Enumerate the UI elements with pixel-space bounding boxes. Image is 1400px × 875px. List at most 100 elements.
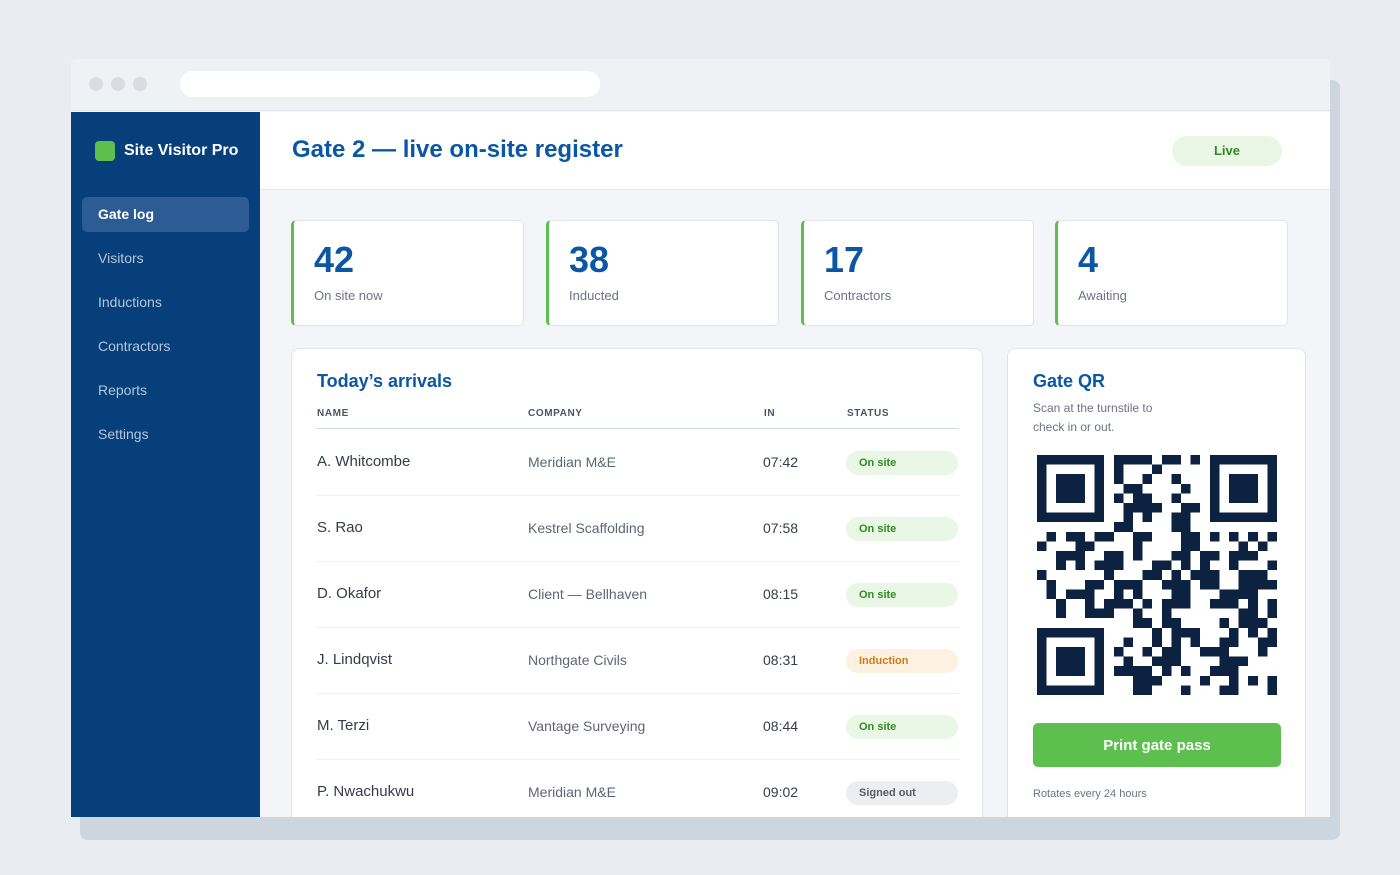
qr-module [1113,474,1124,484]
qr-module [1085,608,1095,619]
qr-module [1181,522,1191,532]
sidebar-item-visitors[interactable]: Visitors [98,250,144,266]
qr-module [1113,522,1124,532]
qr-module [1037,455,1047,465]
qr-module [1065,483,1076,494]
sidebar-item-inductions[interactable]: Inductions [98,294,162,310]
qr-module [1104,551,1114,561]
qr-module [1267,579,1277,590]
qr-module [1209,483,1220,494]
table-row[interactable]: M. Terzi Vantage Surveying 08:44 On site [316,694,959,760]
qr-module [1142,570,1153,580]
qr-module [1267,675,1277,686]
qr-module [1094,455,1105,465]
brand[interactable]: Site Visitor Pro [95,141,238,161]
column-header-status[interactable]: STATUS [847,408,890,419]
qr-module [1056,483,1066,494]
qr-module [1075,531,1085,542]
qr-module [1123,579,1133,590]
qr-module [1248,675,1258,686]
address-bar[interactable] [180,71,600,97]
qr-module [1123,522,1133,532]
qr-module [1219,685,1229,695]
qr-module [1219,637,1229,647]
table-row[interactable]: J. Lindqvist Northgate Civils 08:31 Indu… [316,628,959,694]
qr-module [1046,512,1057,523]
column-header-in[interactable]: IN [764,408,776,419]
check-in-time: 08:44 [763,718,799,734]
qr-module [1181,483,1191,494]
qr-module [1238,483,1249,494]
qr-module [1190,531,1201,542]
visitor-name: J. Lindqvist [317,651,393,668]
qr-module [1209,503,1220,513]
qr-module [1209,455,1220,465]
table-row[interactable]: P. Nwachukwu Meridian M&E 09:02 Signed o… [316,760,959,817]
qr-module [1238,618,1249,628]
qr-module [1181,666,1191,676]
qr-module [1056,627,1066,638]
qr-module [1075,685,1085,695]
qr-module [1094,503,1105,513]
sidebar-item-contractors[interactable]: Contractors [98,338,171,354]
qr-module [1094,666,1105,676]
qr-module [1219,589,1229,599]
column-header-name[interactable]: NAME [317,408,349,419]
qr-module [1075,627,1085,638]
qr-module [1229,637,1239,647]
visitor-name: M. Terzi [317,717,370,734]
qr-module [1065,551,1076,561]
qr-module [1094,579,1105,590]
qr-module [1123,503,1133,513]
qr-module [1142,599,1153,609]
qr-module [1085,627,1095,638]
qr-module [1104,570,1114,580]
qr-module [1238,608,1249,619]
qr-module [1190,455,1201,465]
sidebar-nav: Gate log Visitors Inductions Contractors… [82,197,249,461]
qr-module [1190,570,1201,580]
qr-module [1171,599,1181,609]
arrivals-table-body: A. Whitcombe Meridian M&E 07:42 On site … [316,430,959,817]
window-minimize-dot[interactable] [111,77,125,91]
stat-card-awaiting: 4 Awaiting [1055,220,1288,326]
qr-module [1267,474,1277,484]
qr-module [1113,579,1124,590]
check-in-time: 08:31 [763,652,799,668]
window-maximize-dot[interactable] [133,77,147,91]
table-row[interactable]: A. Whitcombe Meridian M&E 07:42 On site [316,430,959,496]
qr-module [1200,579,1210,590]
qr-module [1056,656,1066,667]
qr-module [1238,455,1249,465]
qr-module [1142,493,1153,503]
visitor-company: Kestrel Scaffolding [528,520,645,536]
column-header-company[interactable]: COMPANY [528,408,583,419]
table-row[interactable]: D. Okafor Client — Bellhaven 08:15 On si… [316,562,959,628]
qr-module [1046,531,1057,542]
qr-module [1037,483,1047,494]
window-close-dot[interactable] [89,77,103,91]
status-badge: Signed out [846,781,958,805]
qr-module [1113,464,1124,475]
live-status-badge: Live [1172,136,1282,166]
sidebar-item-settings[interactable]: Settings [98,426,149,442]
qr-module [1094,560,1105,571]
qr-module [1209,474,1220,484]
qr-module [1075,666,1085,676]
qr-module [1037,464,1047,475]
qr-module [1152,560,1162,571]
qr-module [1219,512,1229,523]
qr-module [1056,493,1066,503]
print-gate-pass-button[interactable]: Print gate pass [1033,723,1281,767]
qr-module [1229,656,1239,667]
qr-module [1171,656,1181,667]
sidebar-item-reports[interactable]: Reports [98,382,148,398]
qr-module [1171,551,1181,561]
qr-module [1171,522,1181,532]
qr-module [1200,560,1210,571]
sidebar-item-gate-log[interactable]: Gate log [82,197,249,232]
qr-module [1238,474,1249,484]
table-row[interactable]: S. Rao Kestrel Scaffolding 07:58 On site [316,496,959,562]
qr-module [1171,474,1181,484]
qr-module [1181,512,1191,523]
